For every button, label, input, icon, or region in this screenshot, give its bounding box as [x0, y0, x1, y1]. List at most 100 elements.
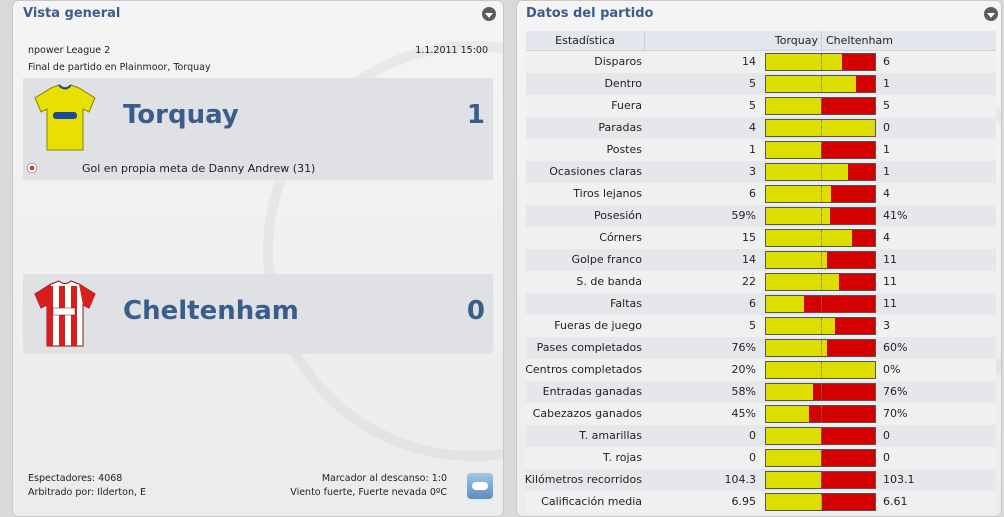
stat-comparison-bar — [765, 53, 876, 71]
stat-home-value: 0 — [749, 451, 756, 464]
stat-home-value: 3 — [749, 165, 756, 178]
stats-table: Estadística Torquay Cheltenham Disparos 1… — [524, 31, 996, 513]
stat-away-value: 4 — [883, 187, 890, 200]
stat-away-value: 11 — [883, 253, 897, 266]
stat-label: Calificación media — [541, 495, 642, 508]
stat-home-value: 76% — [731, 341, 756, 354]
stat-comparison-bar — [765, 405, 876, 423]
stat-home-share-bar — [766, 120, 875, 136]
stat-away-value: 0 — [883, 429, 890, 442]
stat-home-value: 6.95 — [731, 495, 757, 508]
bar-midline — [821, 76, 822, 92]
stat-home-share-bar — [766, 472, 821, 488]
stat-label: Kilómetros recorridos — [524, 473, 642, 486]
stat-comparison-bar — [765, 339, 876, 357]
stat-home-share-bar — [766, 406, 809, 422]
home-shirt-icon — [34, 84, 96, 151]
home-team-band: Torquay 1 Gol en propia meta de Danny An… — [23, 78, 493, 180]
header-home-team[interactable]: Torquay — [774, 34, 818, 47]
stat-home-value: 1 — [749, 143, 756, 156]
stat-home-share-bar — [766, 208, 831, 224]
table-row: Fueras de juego 5 3 — [526, 315, 996, 337]
own-goal-ball-icon — [27, 163, 37, 173]
stat-away-value: 76% — [883, 385, 908, 398]
away-shirt-icon — [34, 280, 96, 347]
table-row: Postes 1 1 — [526, 139, 996, 161]
header-divider — [821, 31, 822, 51]
stat-label: Cabezazos ganados — [532, 407, 642, 420]
bar-midline — [821, 142, 822, 158]
bar-midline — [821, 230, 822, 246]
stats-header: Estadística Torquay Cheltenham — [526, 31, 996, 51]
stat-label: Entradas ganadas — [542, 385, 642, 398]
weather-text: Viento fuerte, Fuerte nevada 0ºC — [290, 487, 447, 498]
stat-label: Postes — [606, 143, 642, 156]
stat-home-value: 20% — [731, 363, 756, 376]
table-row: Golpe franco 14 11 — [526, 249, 996, 271]
stat-home-share-bar — [766, 76, 857, 92]
stat-away-value: 11 — [883, 297, 897, 310]
stat-home-share-bar — [766, 98, 821, 114]
stat-comparison-bar — [765, 163, 876, 181]
stat-home-value: 5 — [749, 319, 756, 332]
stat-home-value: 5 — [749, 99, 756, 112]
header-away-team[interactable]: Cheltenham — [826, 34, 893, 47]
stat-home-share-bar — [766, 428, 821, 444]
stat-comparison-bar — [765, 75, 876, 93]
stat-home-value: 22 — [742, 275, 756, 288]
table-row: Córners 15 4 — [526, 227, 996, 249]
stat-away-value: 70% — [883, 407, 908, 420]
home-team-name[interactable]: Torquay — [123, 100, 239, 130]
stat-comparison-bar — [765, 251, 876, 269]
table-row: Fuera 5 5 — [526, 95, 996, 117]
bar-midline — [821, 318, 822, 334]
stat-comparison-bar — [765, 383, 876, 401]
chevron-down-icon[interactable] — [482, 7, 496, 21]
stats-rows: Disparos 14 6 Dentro 5 1 Fuera 5 5 Paradas 4 0 Poste… — [524, 51, 996, 513]
goal-event: Gol en propia meta de Danny Andrew (31) — [82, 162, 316, 175]
stat-label: Ocasiones claras — [549, 165, 642, 178]
stat-label: T. rojas — [603, 451, 642, 464]
stat-home-value: 59% — [731, 209, 756, 222]
stat-comparison-bar — [765, 207, 876, 225]
stat-away-value: 60% — [883, 341, 908, 354]
stat-comparison-bar — [765, 449, 876, 467]
stat-comparison-bar — [765, 493, 876, 511]
chevron-down-icon[interactable] — [984, 7, 998, 21]
stat-comparison-bar — [765, 427, 876, 445]
stat-away-value: 1 — [883, 77, 890, 90]
stat-label: Golpe franco — [571, 253, 642, 266]
header-stat[interactable]: Estadística — [555, 34, 615, 47]
home-team-score: 1 — [466, 100, 485, 130]
stat-home-share-bar — [766, 230, 853, 246]
stat-away-value: 41% — [883, 209, 908, 222]
stat-away-value: 0% — [883, 363, 901, 376]
stat-away-value: 11 — [883, 275, 897, 288]
stat-label: Tiros lejanos — [573, 187, 642, 200]
bar-midline — [821, 164, 822, 180]
away-team-name[interactable]: Cheltenham — [123, 296, 299, 326]
table-row: Calificación media 6.95 6.61 — [526, 491, 996, 513]
bar-midline — [821, 208, 822, 224]
attendance: Espectadores: 4068 — [28, 473, 123, 484]
bar-midline — [821, 472, 822, 488]
stat-home-share-bar — [766, 296, 805, 312]
away-team-band: Cheltenham 0 — [23, 274, 493, 354]
stat-away-value: 0 — [883, 121, 890, 134]
stat-label: Faltas — [610, 297, 642, 310]
table-row: S. de banda 22 11 — [526, 271, 996, 293]
table-row: Tiros lejanos 6 4 — [526, 183, 996, 205]
stat-home-share-bar — [766, 340, 828, 356]
bar-midline — [821, 340, 822, 356]
bar-midline — [821, 384, 822, 400]
table-row: Pases completados 76% 60% — [526, 337, 996, 359]
table-row: T. rojas 0 0 — [526, 447, 996, 469]
stat-home-value: 6 — [749, 297, 756, 310]
table-row: Ocasiones claras 3 1 — [526, 161, 996, 183]
away-team-score: 0 — [466, 296, 485, 326]
snow-cloud-icon — [467, 473, 493, 499]
bar-midline — [821, 494, 822, 510]
stat-label: Pases completados — [536, 341, 642, 354]
overview-panel: Vista general npower League 2 1.1.2011 1… — [12, 0, 504, 517]
stat-away-value: 6 — [883, 55, 890, 68]
